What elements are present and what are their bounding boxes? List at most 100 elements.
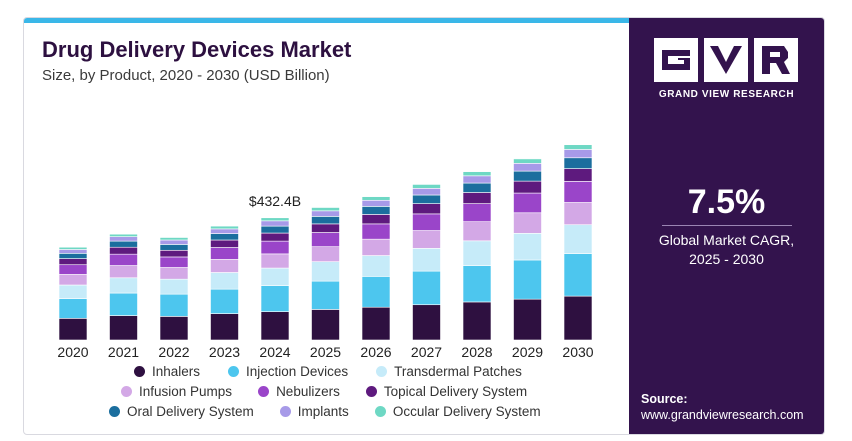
bar-segment-2021-1 — [109, 292, 138, 316]
bar-segment-2023-7 — [210, 228, 239, 234]
legend-label: Oral Delivery System — [127, 404, 254, 419]
chart-title: Drug Delivery Devices Market — [42, 37, 352, 62]
x-tick-label: 2027 — [411, 344, 442, 360]
bar-segment-2025-3 — [311, 246, 340, 262]
bar-segment-2021-6 — [109, 240, 138, 248]
cagr-label-line2: 2025 - 2030 — [689, 251, 764, 267]
bar-segment-2028-2 — [462, 240, 492, 266]
legend-row-3: Oral Delivery System Implants Occular De… — [109, 404, 541, 419]
accent-bar — [24, 18, 629, 23]
chart-subtitle: Size, by Product, 2020 - 2030 (USD Billi… — [42, 67, 330, 84]
legend-label: Implants — [297, 404, 349, 419]
bar-segment-2024-8 — [260, 217, 290, 222]
bar-segment-2028-1 — [462, 265, 492, 303]
bar-segment-2025-0 — [311, 309, 340, 341]
x-tick-label: 2024 — [259, 344, 290, 360]
x-tick-label: 2028 — [461, 344, 492, 360]
bar-segment-2030-0 — [563, 295, 593, 341]
value-annotation: $432.4B — [249, 193, 301, 209]
bar-segment-2025-6 — [311, 216, 340, 225]
bar-segment-2022-3 — [159, 267, 189, 280]
bar-segment-2025-8 — [311, 207, 340, 212]
bar-segment-2030-7 — [563, 149, 593, 159]
bar-segment-2027-3 — [412, 230, 441, 249]
bar-segment-2027-8 — [412, 184, 441, 189]
brand-name: GRAND VIEW RESEARCH — [658, 89, 795, 100]
bar-segment-2027-1 — [412, 270, 441, 306]
legend-row-1: Inhalers Injection Devices Transdermal P… — [134, 364, 522, 379]
bar-segment-2028-4 — [462, 203, 492, 222]
legend-dot — [109, 406, 120, 417]
bar-segment-2029-0 — [513, 298, 542, 341]
bar-segment-2026-1 — [361, 276, 391, 308]
bar-segment-2021-3 — [109, 265, 138, 279]
bar-segment-2030-2 — [563, 224, 593, 254]
bar-segment-2029-6 — [513, 170, 542, 182]
legend-label: Inhalers — [152, 364, 201, 379]
divider-line — [662, 225, 792, 226]
bar-segment-2028-3 — [462, 221, 492, 242]
bar-segment-2024-7 — [260, 220, 290, 227]
bar-segment-2028-6 — [462, 182, 492, 193]
bar-segment-2023-0 — [210, 313, 239, 341]
bar-segment-2026-4 — [361, 223, 391, 240]
legend-dot — [376, 366, 388, 377]
legend-label: Occular Delivery System — [392, 404, 541, 419]
legend-item-occular-delivery-system: Occular Delivery System — [374, 404, 541, 419]
chart-card: Drug Delivery Devices Market Size, by Pr… — [23, 17, 825, 435]
bar-segment-2023-5 — [210, 239, 239, 248]
bar-segment-2029-7 — [513, 163, 542, 172]
bar-segment-2021-8 — [109, 233, 138, 237]
bar-segment-2020-0 — [58, 318, 88, 341]
bar-segment-2020-1 — [58, 298, 88, 319]
bar-segment-2020-3 — [58, 274, 88, 286]
bar-segment-2020-8 — [58, 246, 88, 250]
legend-row-2: Infusion Pumps Nebulizers Topical Delive… — [121, 384, 527, 399]
grand-view-research-logo — [654, 38, 798, 82]
cagr-label-line1: Global Market CAGR, — [658, 232, 795, 248]
legend-dot — [279, 406, 291, 417]
legend-item-topical-delivery-system: Topical Delivery System — [365, 384, 527, 399]
legend-dot — [121, 386, 132, 397]
bar-segment-2022-0 — [159, 316, 189, 341]
bar-segment-2028-7 — [462, 175, 492, 184]
legend-item-implants: Implants — [279, 404, 349, 419]
bar-segment-2026-6 — [361, 206, 391, 215]
bar-segment-2028-0 — [462, 301, 492, 341]
bar-segment-2025-4 — [311, 232, 340, 247]
cagr-label: Global Market CAGR, 2025 - 2030 — [629, 231, 824, 269]
bar-segment-2020-6 — [58, 253, 88, 259]
source-block: Source: www.grandviewresearch.com — [641, 391, 804, 423]
bar-segment-2024-1 — [260, 285, 290, 312]
x-tick-label: 2021 — [108, 344, 139, 360]
bar-segment-2023-8 — [210, 225, 239, 230]
source-url[interactable]: www.grandviewresearch.com — [641, 408, 804, 422]
bar-segment-2024-5 — [260, 232, 290, 242]
legend-item-oral-delivery-system: Oral Delivery System — [109, 404, 254, 419]
bar-segment-2024-4 — [260, 240, 290, 255]
legend-item-inhalers: Inhalers — [134, 364, 200, 379]
bar-segment-2026-5 — [361, 214, 391, 225]
bar-segment-2030-5 — [563, 168, 593, 182]
bar-segment-2021-2 — [109, 277, 138, 294]
bar-segment-2030-6 — [563, 157, 593, 169]
bar-segment-2023-1 — [210, 288, 239, 314]
bar-segment-2029-2 — [513, 233, 542, 261]
bar-segment-2022-2 — [159, 278, 189, 295]
source-label: Source: — [641, 392, 688, 406]
bar-segment-2028-8 — [462, 171, 492, 177]
bar-segment-2022-5 — [159, 249, 189, 258]
legend-item-transdermal-patches: Transdermal Patches — [376, 364, 522, 379]
cagr-value: 7.5% — [687, 183, 766, 221]
bar-segment-2029-3 — [513, 212, 542, 234]
bar-segment-2023-3 — [210, 259, 239, 273]
bar-segment-2023-2 — [210, 272, 239, 290]
legend-label: Transdermal Patches — [394, 364, 522, 379]
bar-segment-2025-7 — [311, 210, 340, 217]
bar-segment-2026-2 — [361, 255, 391, 277]
bar-segment-2026-8 — [361, 196, 391, 201]
bar-segment-2022-7 — [159, 239, 189, 245]
bar-segment-2029-8 — [513, 158, 542, 164]
legend-label: Nebulizers — [276, 384, 340, 399]
legend-dot — [374, 406, 386, 417]
